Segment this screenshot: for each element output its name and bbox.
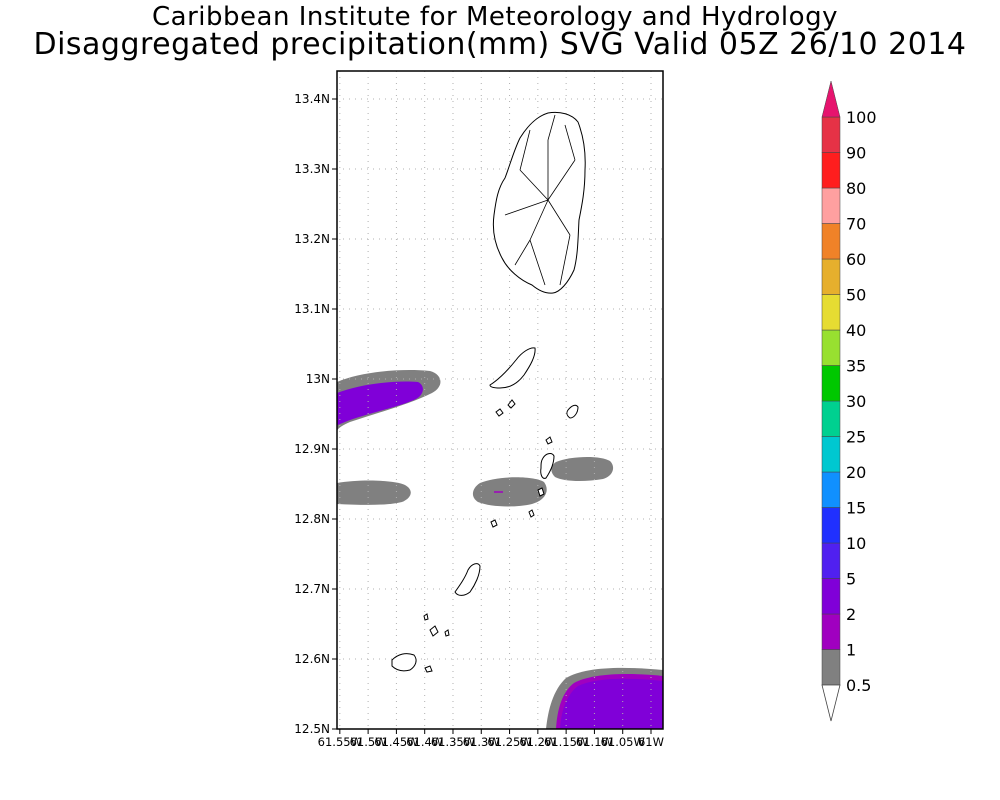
legend-label: 25 — [846, 428, 866, 447]
legend-swatch — [821, 294, 841, 331]
lon-label: 61.35W — [431, 735, 475, 749]
map-frame — [336, 70, 664, 730]
island-carriacou — [454, 563, 481, 596]
island-small-9 — [444, 629, 450, 637]
island-grenada-north — [391, 653, 417, 672]
legend-swatch — [821, 471, 841, 508]
island-canouan — [540, 453, 555, 479]
island-bequia — [489, 347, 536, 389]
longitude-labels: 61.55W61.5W61.45W61.4W61.35W61.3W61.25W6… — [318, 729, 664, 749]
island-small-1 — [507, 399, 516, 409]
lon-label: 61.25W — [487, 735, 531, 749]
legend-label: 40 — [846, 321, 866, 340]
island-small-7 — [429, 625, 439, 637]
land-outlines — [391, 111, 586, 673]
product-title: Disaggregated precipitation(mm) SVG Vali… — [33, 27, 967, 62]
lat-label: 12.9N — [294, 442, 330, 456]
lon-label: 61.3W — [463, 735, 500, 749]
lon-label: 61W — [638, 735, 664, 749]
legend-swatch — [821, 258, 841, 295]
lat-label: 13.3N — [294, 162, 330, 176]
legend-label: 15 — [846, 499, 866, 518]
lon-label: 61.05W — [601, 735, 645, 749]
lat-label: 12.5N — [294, 722, 330, 736]
legend-label: 60 — [846, 250, 866, 269]
legend-swatch — [821, 578, 841, 615]
legend-label: 90 — [846, 144, 866, 163]
lon-label: 61.55W — [318, 735, 362, 749]
precip-area-nw-2 — [337, 381, 423, 426]
lat-label: 13.2N — [294, 232, 330, 246]
legend-label: 100 — [846, 108, 877, 127]
legend-swatch — [821, 152, 841, 189]
institute-title: Caribbean Institute for Meteorology and … — [152, 2, 838, 32]
lon-label: 61.5W — [350, 735, 387, 749]
lat-label: 12.8N — [294, 512, 330, 526]
legend-label: 30 — [846, 392, 866, 411]
lon-label: 61.1W — [576, 735, 613, 749]
island-small-8 — [423, 613, 429, 621]
legend-swatch — [821, 436, 841, 473]
legend-label: 0.5 — [846, 676, 871, 695]
island-small-6 — [528, 509, 535, 518]
island-mustique — [566, 404, 579, 419]
legend-label: 80 — [846, 179, 866, 198]
legend-label: 10 — [846, 534, 866, 553]
legend-swatch — [821, 507, 841, 544]
island-small-10 — [424, 665, 433, 673]
legend-swatch — [821, 329, 841, 366]
legend-swatch — [821, 400, 841, 437]
legend-label: 35 — [846, 357, 866, 376]
legend-swatch — [821, 542, 841, 579]
lat-label: 12.6N — [294, 652, 330, 666]
legend-arrow-top — [821, 80, 841, 118]
legend-label: 1 — [846, 641, 856, 660]
island-small-2 — [495, 408, 504, 417]
legend-label: 70 — [846, 215, 866, 234]
island-small-5 — [490, 519, 498, 528]
island-small-4 — [537, 487, 545, 497]
legend-swatch — [821, 365, 841, 402]
lon-label: 61.4W — [406, 735, 443, 749]
precip-area-w-0.5 — [337, 480, 411, 505]
lat-label: 13.4N — [294, 92, 330, 106]
precip-area-se-2 — [560, 678, 663, 729]
legend-label: 20 — [846, 463, 866, 482]
lat-label: 13N — [306, 372, 330, 386]
legend-swatch — [821, 613, 841, 650]
legend-swatch — [821, 187, 841, 224]
legend-label: 50 — [846, 286, 866, 305]
precip-area-e-0.5 — [551, 456, 614, 482]
legend-swatch — [821, 116, 841, 153]
legend-label: 5 — [846, 570, 856, 589]
legend-label: 2 — [846, 605, 856, 624]
lon-label: 61.15W — [544, 735, 588, 749]
lat-label: 13.1N — [294, 302, 330, 316]
island-saint-vincent-rivers — [504, 114, 576, 286]
legend-arrow-bottom — [821, 684, 841, 722]
legend-swatch — [821, 649, 841, 686]
lon-label: 61.2W — [519, 735, 556, 749]
lon-label: 61.45W — [374, 735, 418, 749]
lat-label: 12.7N — [294, 582, 330, 596]
latitude-labels: 13.4N 13.3N 13.2N 13.1N 13N 12.9N 12.8N 12.7N 12… — [294, 92, 337, 736]
island-small-3 — [545, 436, 553, 445]
legend-swatch — [821, 223, 841, 260]
